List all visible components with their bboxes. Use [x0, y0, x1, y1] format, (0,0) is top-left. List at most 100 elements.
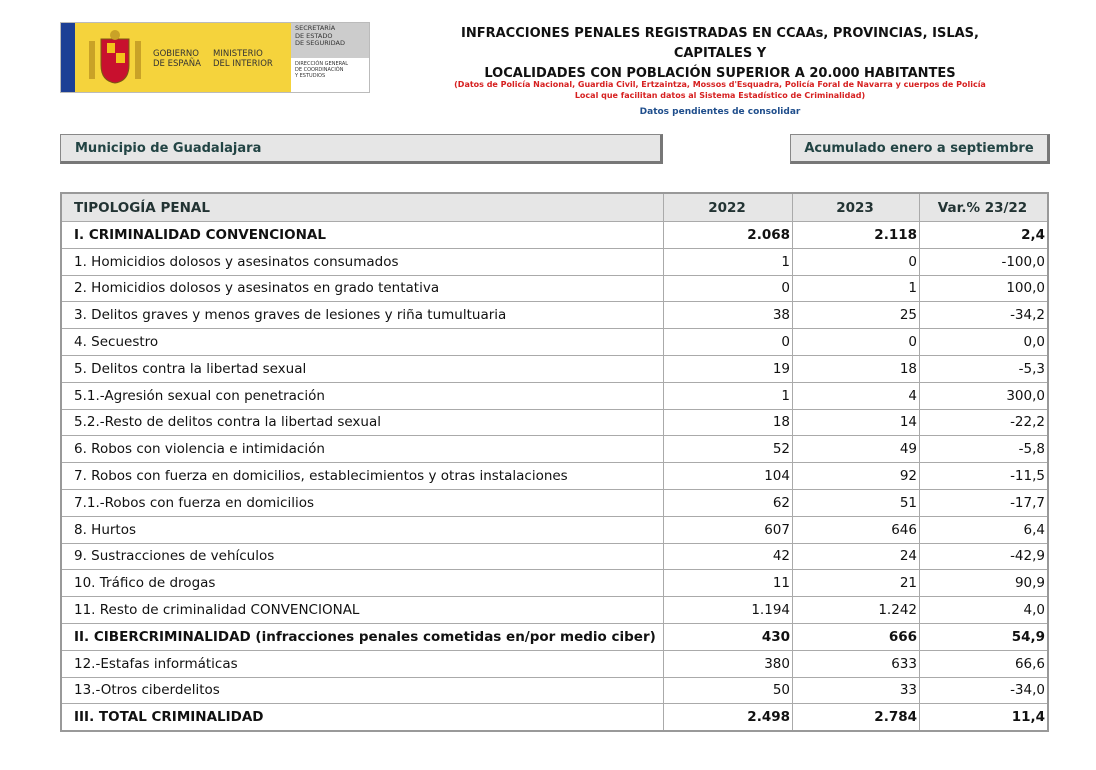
table-cell: -100,0	[919, 247, 1049, 276]
table-cell: 646	[792, 515, 920, 544]
table-row: 3. Delitos graves y menos graves de lesi…	[60, 301, 1049, 330]
table-cell: 2023	[792, 192, 920, 222]
table-row: 12.-Estafas informáticas 380 633 66,6	[60, 649, 1049, 678]
table-cell: I. CRIMINALIDAD CONVENCIONAL	[60, 221, 664, 249]
logo-line: MINISTERIO	[213, 49, 263, 59]
table-cell: 1	[663, 247, 793, 276]
title: INFRACCIONES PENALES REGISTRADAS EN CCAA…	[420, 24, 1020, 84]
gobierno: GOBIERNO DE ESPAÑA	[153, 49, 201, 69]
logo-line: DE SEGURIDAD	[295, 39, 345, 47]
table-cell: 633	[792, 649, 920, 678]
logo-line: DIRECCIÓN GENERAL	[295, 61, 349, 67]
logo-line: DE ESPAÑA	[153, 59, 201, 69]
table-cell: 11. Resto de criminalidad CONVENCIONAL	[60, 596, 664, 624]
ministerio: MINISTERIO DEL INTERIOR	[213, 49, 273, 69]
table-row: 10. Tráfico de drogas 11 21 90,9	[60, 569, 1049, 598]
logo-line: SECRETARÍA	[295, 24, 336, 32]
table-cell: 0	[792, 328, 920, 356]
table-cell: 11	[663, 569, 793, 598]
municipio-box: Municipio de Guadalajara	[60, 134, 663, 164]
table-cell: -5,3	[919, 354, 1049, 383]
table-cell: 62	[663, 488, 793, 517]
table-cell: 24	[792, 542, 920, 571]
table-row: 4. Secuestro 0 0 0,0	[60, 328, 1049, 356]
table-cell: 9. Sustracciones de vehículos	[60, 542, 664, 571]
table: TIPOLOGÍA PENAL 2022 2023 Var.% 23/22 I. CRI…	[60, 192, 1049, 733]
table-row: 8. Hurtos 607 646 6,4	[60, 515, 1049, 544]
logo-bg	[61, 23, 291, 92]
table-cell: TIPOLOGÍA PENAL	[60, 192, 664, 222]
table-cell: 18	[663, 408, 793, 437]
title-line: LOCALIDADES CON POBLACIÓN SUPERIOR A 20.…	[484, 66, 956, 81]
table-row: 5. Delitos contra la libertad sexual 19 18…	[60, 354, 1049, 383]
table-cell: 3. Delitos graves y menos graves de lesi…	[60, 301, 664, 330]
table-cell: -17,7	[919, 488, 1049, 517]
table-cell: 5. Delitos contra la libertad sexual	[60, 354, 664, 383]
logo-stripe	[61, 23, 75, 92]
table-cell: 42	[663, 542, 793, 571]
table-cell: 8. Hurtos	[60, 515, 664, 544]
table-cell: 12.-Estafas informáticas	[60, 649, 664, 678]
secretaria: SECRETARÍA DE ESTADO DE SEGURIDAD	[291, 23, 369, 58]
table-row: 6. Robos con violencia e intimidación 52 4…	[60, 435, 1049, 464]
table-cell: 2.498	[663, 703, 793, 732]
table-cell: 2022	[663, 192, 793, 222]
table-cell: 0,0	[919, 328, 1049, 356]
table-cell: Var.% 23/22	[919, 192, 1049, 222]
table-cell: -5,8	[919, 435, 1049, 464]
subtitle-line: (Datos de Policía Nacional, Guardia Civi…	[454, 80, 986, 89]
table-cell: 1	[663, 381, 793, 410]
table-cell: 50	[663, 676, 793, 705]
table-cell: -22,2	[919, 408, 1049, 437]
table-cell: 4	[792, 381, 920, 410]
table-cell: 66,6	[919, 649, 1049, 678]
table-cell: 52	[663, 435, 793, 464]
table-cell: 1	[792, 274, 920, 303]
table-cell: 1.242	[792, 596, 920, 624]
table-row: II. CIBERCRIMINALIDAD (infracciones pena…	[60, 622, 1049, 651]
table-cell: 100,0	[919, 274, 1049, 303]
logo-line: GOBIERNO	[153, 49, 199, 59]
table-cell: 38	[663, 301, 793, 330]
table-cell: 25	[792, 301, 920, 330]
table-cell: 5.2.-Resto de delitos contra la libertad…	[60, 408, 664, 437]
table-cell: -34,2	[919, 301, 1049, 330]
table-cell: 33	[792, 676, 920, 705]
table-cell: 1. Homicidios dolosos y asesinatos consu…	[60, 247, 664, 276]
note: Datos pendientes de consolidar	[639, 107, 801, 117]
table-row: III. TOTAL CRIMINALIDAD 2.498 2.784 11,4	[60, 703, 1049, 732]
table-row: 11. Resto de criminalidad CONVENCIONAL 1.…	[60, 596, 1049, 624]
shield	[89, 30, 141, 84]
table-cell: 21	[792, 569, 920, 598]
logo-line: Y ESTUDIOS	[295, 73, 326, 79]
table-cell: 0	[663, 328, 793, 356]
table-row: 7. Robos con fuerza en domicilios, estab…	[60, 462, 1049, 490]
table-cell: 49	[792, 435, 920, 464]
table-cell: 19	[663, 354, 793, 383]
table-cell: 5.1.-Agresión sexual con penetración	[60, 381, 664, 410]
logo-line: DEL INTERIOR	[213, 59, 273, 69]
table-row: 13.-Otros ciberdelitos 50 33 -34,0	[60, 676, 1049, 705]
table-cell: III. TOTAL CRIMINALIDAD	[60, 703, 664, 732]
logo-line: DE ESTADO	[295, 31, 333, 40]
table-cell: 13.-Otros ciberdelitos	[60, 676, 664, 705]
title-line: INFRACCIONES PENALES REGISTRADAS EN CCAA…	[461, 26, 979, 61]
period-box: Acumulado enero a septiembre	[790, 134, 1050, 164]
table-cell: -42,9	[919, 542, 1049, 571]
table-cell: II. CIBERCRIMINALIDAD (infracciones pena…	[60, 622, 664, 651]
table-cell: 14	[792, 408, 920, 437]
logo: GOBIERNO DE ESPAÑA MINISTERIO DEL INTERIOR…	[60, 22, 370, 93]
table-row: 2. Homicidios dolosos y asesinatos en gr…	[60, 274, 1049, 303]
table-cell: 54,9	[919, 622, 1049, 651]
table-cell: 2. Homicidios dolosos y asesinatos en gr…	[60, 274, 664, 303]
subtitle: (Datos de Policía Nacional, Guardia Civi…	[420, 79, 1020, 101]
table-cell: -11,5	[919, 462, 1049, 490]
table-cell: 430	[663, 622, 793, 651]
table-cell: 0	[663, 274, 793, 303]
subtitle-line: Local que facilitan datos al Sistema Est…	[574, 91, 866, 100]
table-cell: 4,0	[919, 596, 1049, 624]
table-cell: 104	[663, 462, 793, 490]
table-cell: 1.194	[663, 596, 793, 624]
table-cell: 300,0	[919, 381, 1049, 410]
